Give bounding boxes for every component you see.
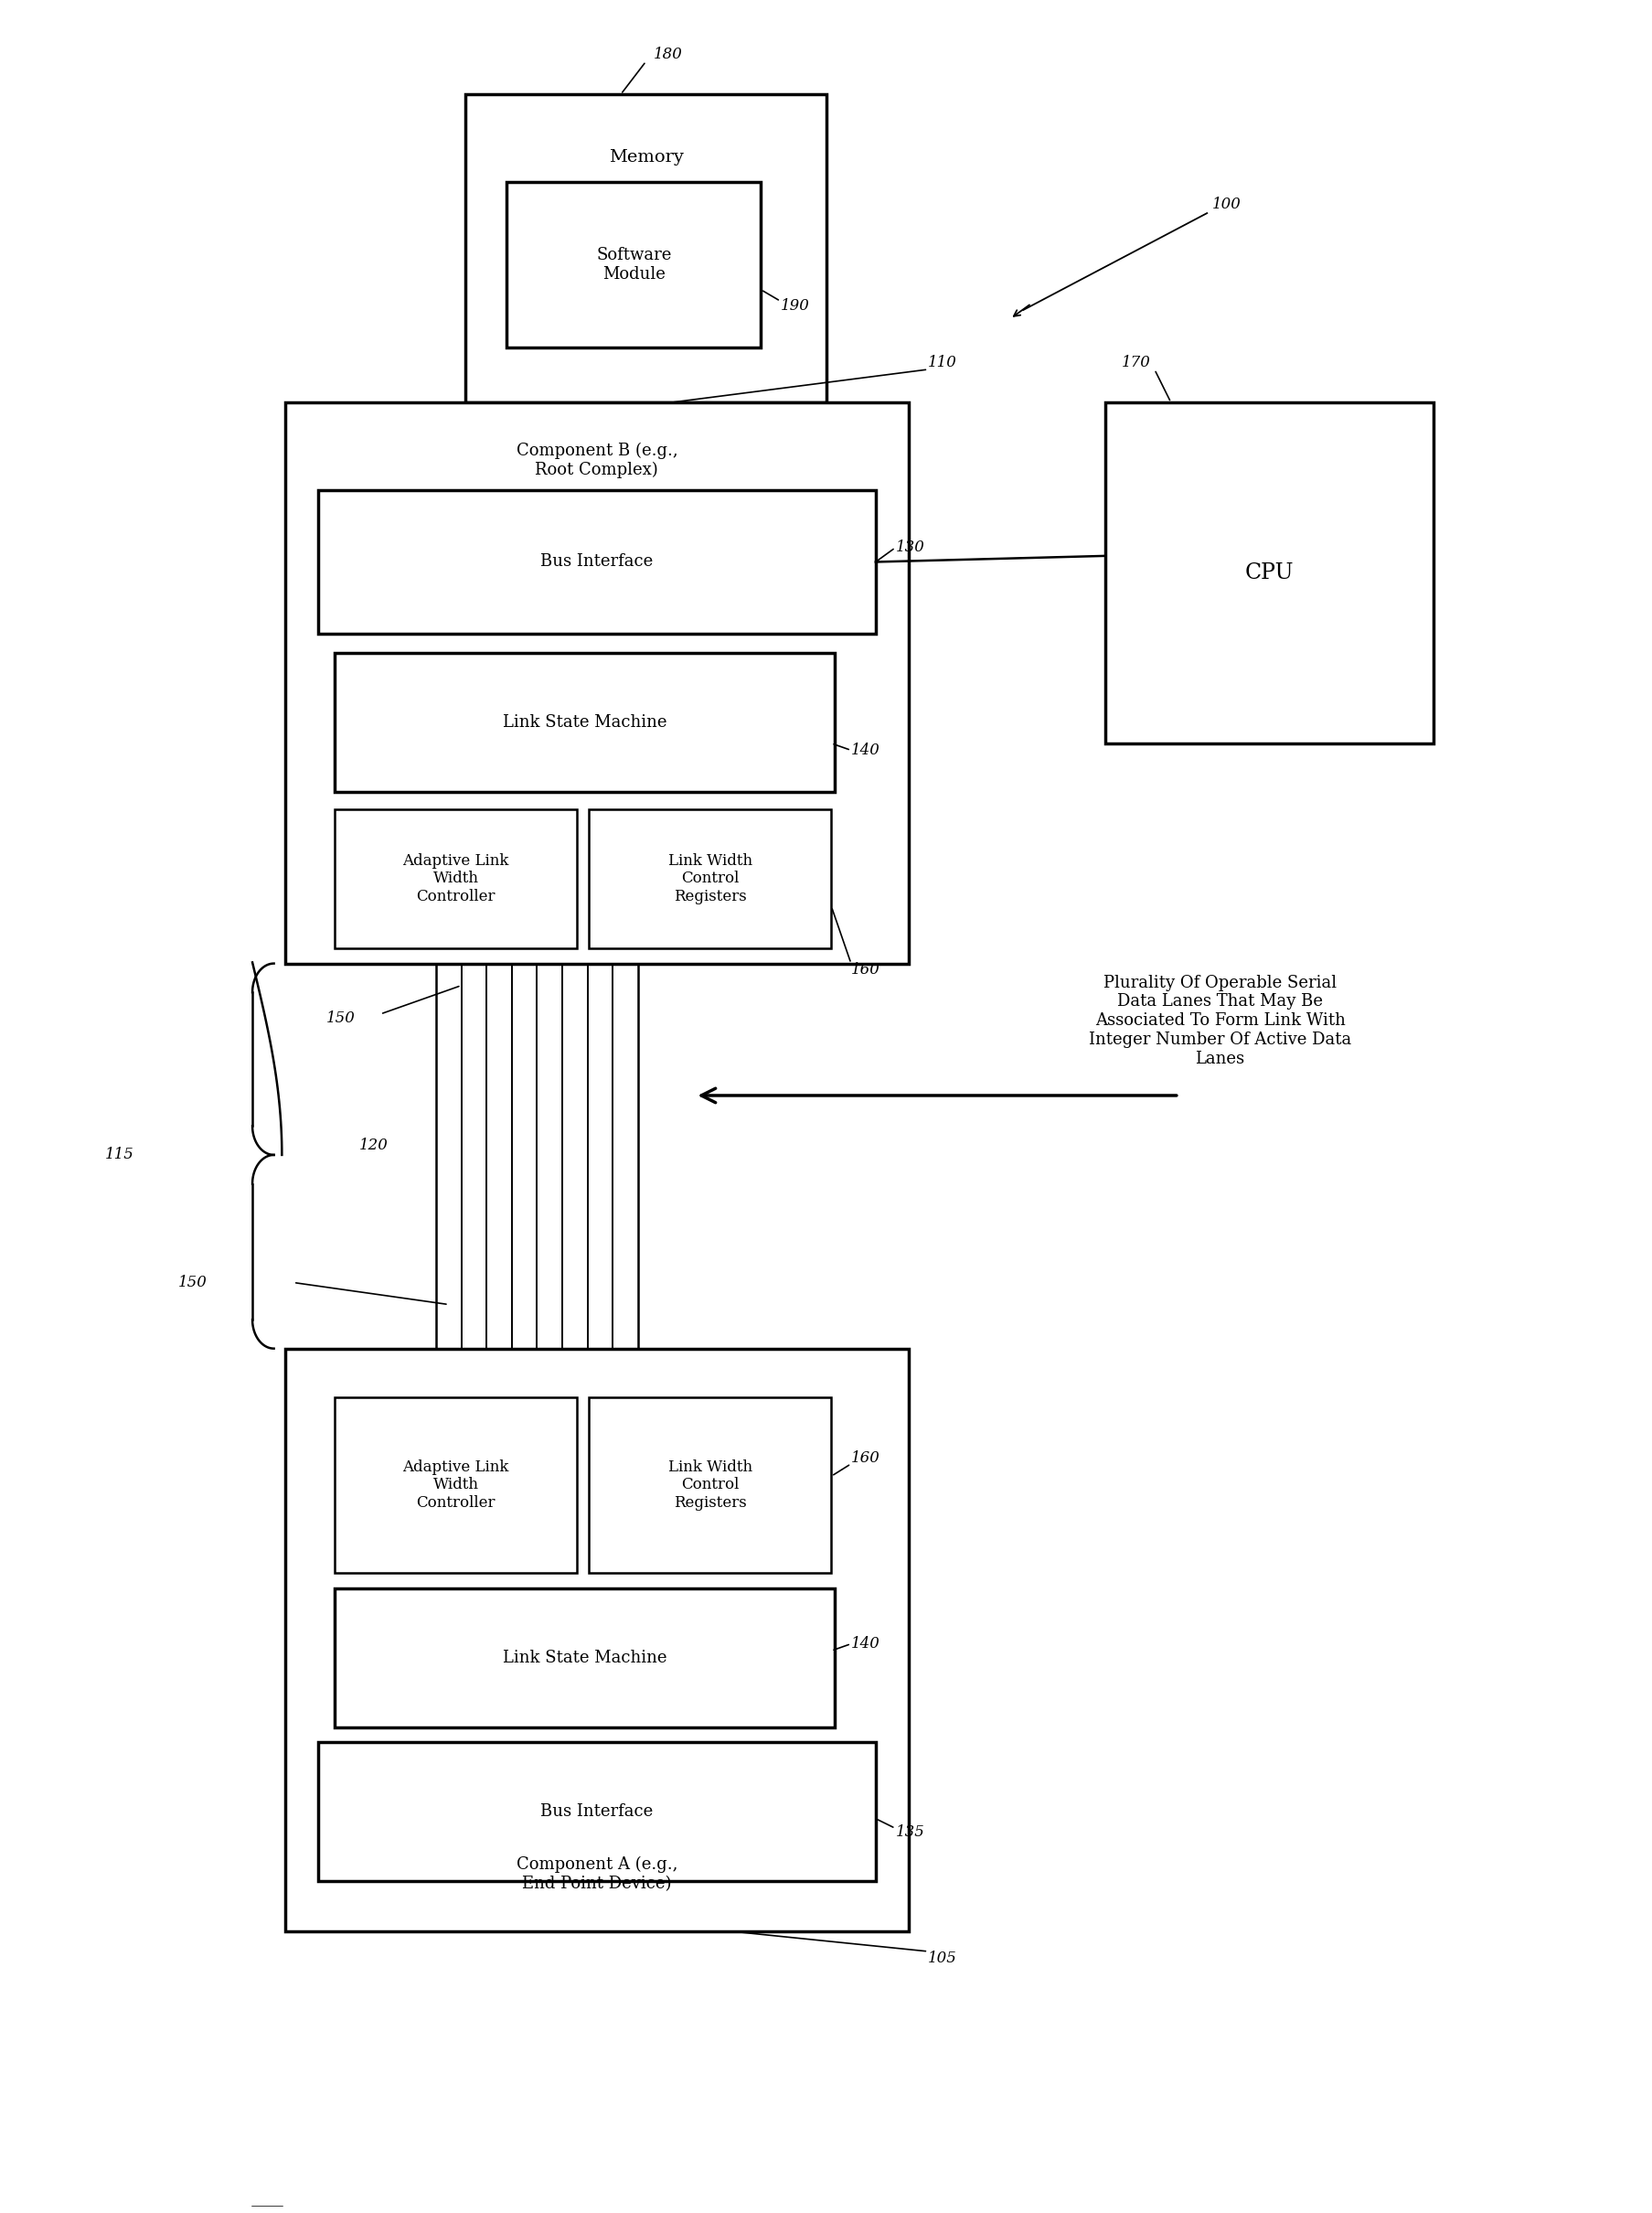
Text: Link State Machine: Link State Machine	[502, 715, 666, 730]
Text: CPU: CPU	[1244, 562, 1294, 584]
Text: 110: 110	[928, 354, 957, 370]
Text: Adaptive Link
Width
Controller: Adaptive Link Width Controller	[403, 1458, 509, 1511]
Text: 105: 105	[928, 1950, 957, 1965]
Bar	[334, 1589, 834, 1726]
Text: 160: 160	[851, 1452, 881, 1467]
Bar	[334, 653, 834, 792]
Text: 140: 140	[851, 744, 881, 759]
Text: 170: 170	[1122, 354, 1150, 370]
Text: 135: 135	[895, 1826, 923, 1841]
Text: 130: 130	[895, 540, 923, 555]
Bar	[286, 403, 909, 963]
Text: 150: 150	[325, 1011, 355, 1027]
Text: 150: 150	[178, 1275, 208, 1290]
Text: 190: 190	[780, 299, 809, 314]
Bar	[334, 1396, 577, 1573]
Text: Bus Interface: Bus Interface	[540, 553, 653, 571]
Bar	[506, 181, 760, 347]
Bar	[588, 810, 831, 947]
Text: Memory: Memory	[608, 148, 682, 166]
Text: Plurality Of Operable Serial
Data Lanes That May Be
Associated To Form Link With: Plurality Of Operable Serial Data Lanes …	[1089, 974, 1351, 1067]
Text: 160: 160	[851, 963, 881, 978]
Text: Link Width
Control
Registers: Link Width Control Registers	[667, 1458, 752, 1511]
Text: 100: 100	[1211, 197, 1241, 212]
Text: 180: 180	[653, 46, 682, 62]
Bar	[466, 95, 826, 403]
Bar	[1105, 403, 1432, 744]
Text: 140: 140	[851, 1635, 881, 1651]
Bar	[317, 491, 876, 633]
Bar	[588, 1396, 831, 1573]
Text: 120: 120	[358, 1137, 388, 1153]
Text: Bus Interface: Bus Interface	[540, 1804, 653, 1819]
Bar	[317, 1742, 876, 1881]
Text: Software
Module: Software Module	[596, 248, 671, 283]
Text: Adaptive Link
Width
Controller: Adaptive Link Width Controller	[403, 852, 509, 905]
Text: Component B (e.g.,
Root Complex): Component B (e.g., Root Complex)	[515, 443, 677, 478]
Text: Link Width
Control
Registers: Link Width Control Registers	[667, 852, 752, 905]
Text: 115: 115	[104, 1146, 134, 1162]
Bar	[286, 1348, 909, 1932]
Text: Component A (e.g.,
End Point Device): Component A (e.g., End Point Device)	[515, 1857, 677, 1892]
Text: Link State Machine: Link State Machine	[502, 1649, 666, 1666]
Bar	[334, 810, 577, 947]
